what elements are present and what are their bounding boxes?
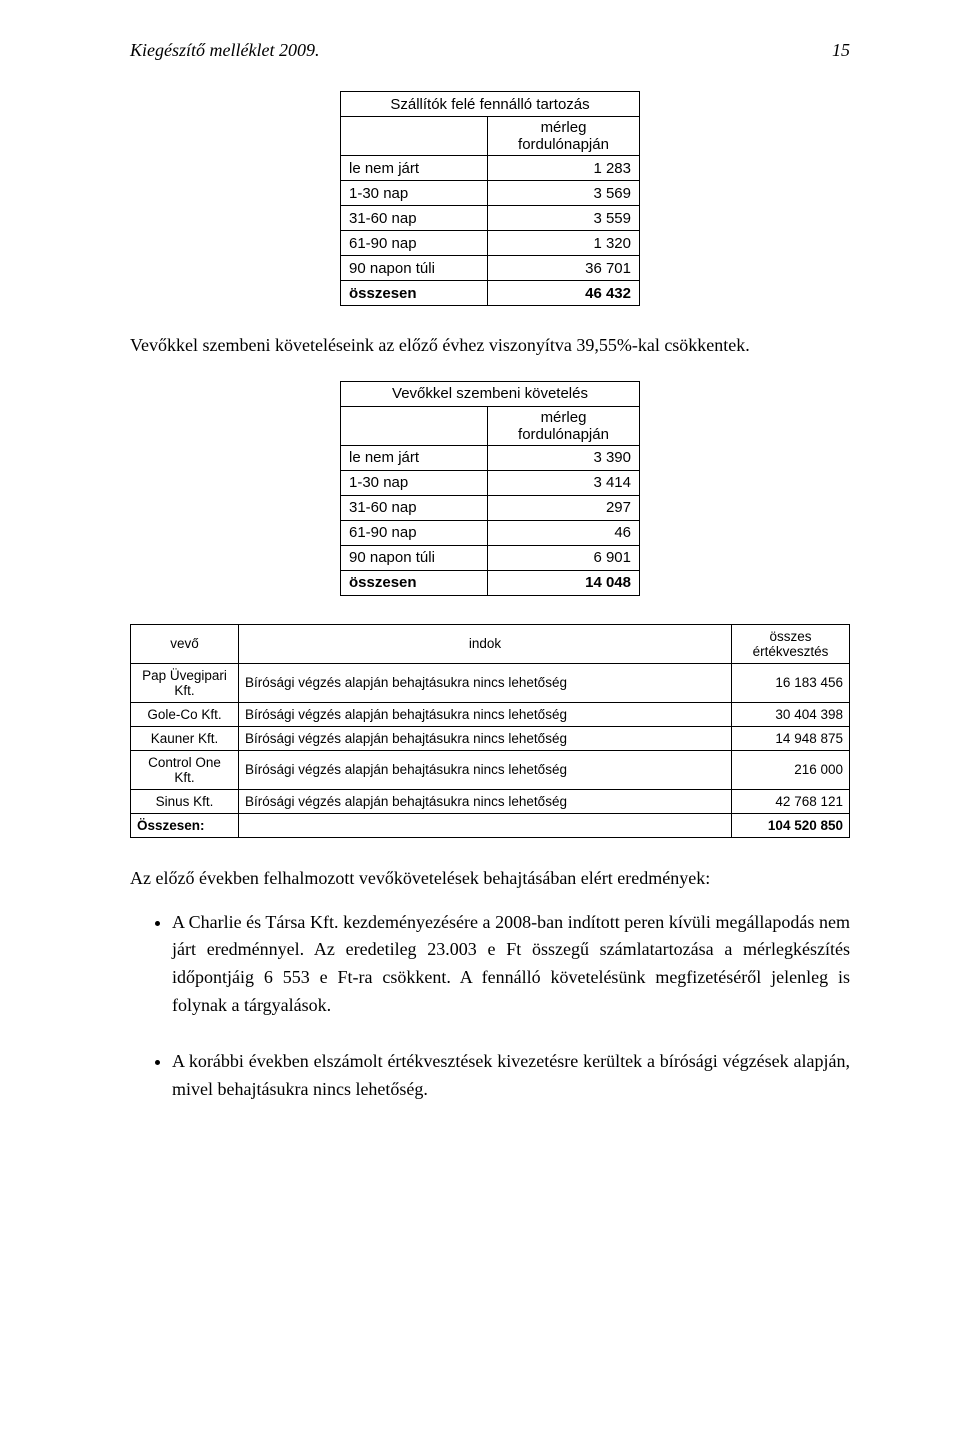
impairment-row-indok: Bírósági végzés alapján behajtásukra nin…	[239, 750, 732, 789]
suppliers-row-value: 1 283	[488, 156, 640, 181]
impairment-row-ertek: 14 948 875	[732, 726, 850, 750]
paragraph-1: Vevőkkel szembeni követeléseink az előző…	[130, 334, 850, 357]
impairment-header-indok: indok	[239, 624, 732, 663]
receivables-row-label: 31-60 nap	[341, 495, 488, 520]
empty-cell	[239, 813, 732, 837]
suppliers-row-label: le nem járt	[341, 156, 488, 181]
impairment-row-vevo: Kauner Kft.	[131, 726, 239, 750]
receivables-total-label: összesen	[341, 570, 488, 595]
impairment-header-vevo: vevő	[131, 624, 239, 663]
receivables-table-title: Vevőkkel szembeni követelés	[341, 381, 640, 406]
impairment-row-indok: Bírósági végzés alapján behajtásukra nin…	[239, 789, 732, 813]
suppliers-row-value: 3 559	[488, 206, 640, 231]
suppliers-row-value: 1 320	[488, 231, 640, 256]
receivables-table: Vevőkkel szembeni követelés mérleg fordu…	[340, 381, 640, 596]
impairment-row-indok: Bírósági végzés alapján behajtásukra nin…	[239, 702, 732, 726]
impairment-header-ertek: összes értékvesztés	[732, 624, 850, 663]
impairment-row-ertek: 216 000	[732, 750, 850, 789]
suppliers-row-label: 1-30 nap	[341, 181, 488, 206]
page-header: Kiegészítő melléklet 2009. 15	[130, 40, 850, 61]
bullet-list: A Charlie és Társa Kft. kezdeményezésére…	[130, 909, 850, 1104]
impairment-row-vevo: Gole-Co Kft.	[131, 702, 239, 726]
receivables-table-subhead: mérleg fordulónapján	[488, 406, 640, 445]
receivables-total-value: 14 048	[488, 570, 640, 595]
suppliers-table: Szállítók felé fennálló tartozás mérleg …	[340, 91, 640, 306]
receivables-row-label: le nem járt	[341, 445, 488, 470]
impairment-total-value: 104 520 850	[732, 813, 850, 837]
header-title: Kiegészítő melléklet 2009.	[130, 40, 319, 61]
impairment-table: vevő indok összes értékvesztés Pap Üvegi…	[130, 624, 850, 838]
suppliers-row-value: 36 701	[488, 256, 640, 281]
suppliers-row-label: 61-90 nap	[341, 231, 488, 256]
results-subtitle: Az előző években felhalmozott vevőkövete…	[130, 868, 850, 889]
empty-cell	[341, 406, 488, 445]
impairment-total-label: Összesen:	[131, 813, 239, 837]
empty-cell	[341, 117, 488, 156]
receivables-row-value: 3 390	[488, 445, 640, 470]
receivables-row-label: 90 napon túli	[341, 545, 488, 570]
receivables-row-label: 1-30 nap	[341, 470, 488, 495]
impairment-row-vevo: Pap Üvegipari Kft.	[131, 663, 239, 702]
receivables-row-value: 6 901	[488, 545, 640, 570]
suppliers-total-label: összesen	[341, 281, 488, 306]
impairment-row-ertek: 42 768 121	[732, 789, 850, 813]
impairment-row-ertek: 30 404 398	[732, 702, 850, 726]
impairment-row-vevo: Sinus Kft.	[131, 789, 239, 813]
impairment-row-indok: Bírósági végzés alapján behajtásukra nin…	[239, 663, 732, 702]
suppliers-total-value: 46 432	[488, 281, 640, 306]
suppliers-table-subhead: mérleg fordulónapján	[488, 117, 640, 156]
suppliers-row-label: 90 napon túli	[341, 256, 488, 281]
suppliers-row-value: 3 569	[488, 181, 640, 206]
impairment-row-indok: Bírósági végzés alapján behajtásukra nin…	[239, 726, 732, 750]
bullet-item: A Charlie és Társa Kft. kezdeményezésére…	[172, 909, 850, 1021]
bullet-item: A korábbi években elszámolt értékvesztés…	[172, 1048, 850, 1104]
suppliers-table-title: Szállítók felé fennálló tartozás	[341, 92, 640, 117]
impairment-row-vevo: Control One Kft.	[131, 750, 239, 789]
header-page-number: 15	[832, 40, 850, 61]
impairment-row-ertek: 16 183 456	[732, 663, 850, 702]
document-page: Kiegészítő melléklet 2009. 15 Szállítók …	[0, 0, 960, 1440]
receivables-row-value: 297	[488, 495, 640, 520]
receivables-row-value: 3 414	[488, 470, 640, 495]
receivables-row-label: 61-90 nap	[341, 520, 488, 545]
suppliers-row-label: 31-60 nap	[341, 206, 488, 231]
receivables-row-value: 46	[488, 520, 640, 545]
